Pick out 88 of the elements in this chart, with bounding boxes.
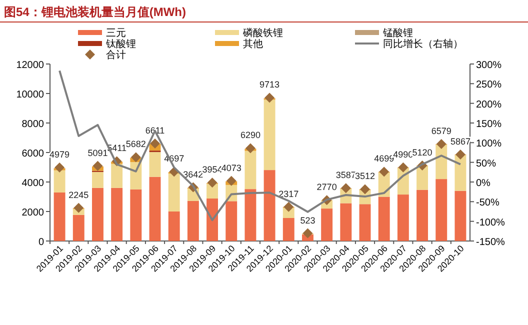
y2-tick-label: 100% [476,138,502,150]
y2-tick-label: -150% [476,237,506,248]
bar [282,218,294,241]
bar [130,189,142,241]
y2-tick-label: 250% [476,80,502,91]
bar [168,212,180,241]
bar [111,188,123,241]
point [92,160,103,171]
point [74,202,84,213]
bar [168,174,180,212]
data-label: 3587 [336,170,356,180]
data-label: 3642 [183,169,204,180]
y2-tick-label: 300% [476,60,502,71]
bar [149,152,161,177]
bar [206,198,218,241]
bar [92,188,104,241]
bar [206,184,218,199]
bar [264,170,276,241]
y-tick-label: 2000 [22,208,44,218]
data-label: 3512 [354,171,376,182]
point [379,166,390,177]
bar [397,194,409,241]
bar [111,164,123,188]
data-label: 2245 [68,190,89,200]
y2-tick-label: 150% [476,119,502,130]
point [207,178,218,188]
bar [72,214,84,241]
data-label: 2770 [316,182,337,192]
legend-label: 钛酸锂 [105,38,136,50]
point [130,152,141,162]
bar [54,192,66,241]
y-tick-label: 10000 [16,90,44,100]
point [245,143,256,154]
data-label: 4073 [221,162,242,173]
y-tick-label: 8000 [22,119,44,130]
legend-label: 锰酸锂 [382,27,413,39]
point [436,138,446,149]
point [398,162,408,172]
bar [244,189,256,241]
y2-tick-label: 50% [476,158,496,170]
data-label: 523 [300,215,316,226]
point [150,138,160,148]
bar [187,200,199,241]
legend-label: 三元 [106,28,126,39]
legend-label: 同比增长（右轴） [383,38,463,50]
data-label: 9713 [260,80,280,90]
y-tick-label: 6000 [22,148,44,160]
y2-tick-label: -50% [476,198,500,209]
data-label: 6290 [240,130,260,140]
point [360,184,370,194]
point [284,202,294,212]
chart-title: 图54：锂电池装机量当月值(MWh) [4,5,186,19]
bar [226,201,238,241]
y-tick-label: 0 [38,237,44,248]
legend-label: 磷酸铁锂 [242,27,283,39]
bar [92,172,104,188]
bar [244,150,256,190]
y-tick-label: 4000 [22,178,44,189]
point [226,176,236,186]
bar [54,170,66,192]
bar [359,204,371,241]
bar [321,208,333,241]
bar [149,176,161,241]
bar [378,196,390,241]
bar [436,179,448,241]
bar [454,190,466,241]
data-label: 5682 [126,139,146,150]
bar [340,203,352,241]
bar [416,190,428,241]
data-label: 5091 [88,148,108,158]
data-label: 2317 [278,188,299,199]
y-tick-label: 12000 [16,60,44,71]
legend-label: 其他 [243,38,263,50]
bar [454,155,466,191]
bar [416,166,428,190]
y2-tick-label: 200% [476,99,502,110]
data-label: 5120 [412,147,432,158]
point [455,149,466,160]
y2-tick-label: -100% [476,217,506,228]
point [54,162,65,173]
legend-label: 合计 [106,49,126,61]
data-label: 6579 [431,126,452,136]
point [264,92,275,103]
point [302,228,313,238]
bar [264,100,276,170]
data-label: 4699 [374,154,394,164]
point [340,183,351,194]
y2-tick-label: 0% [476,178,491,189]
